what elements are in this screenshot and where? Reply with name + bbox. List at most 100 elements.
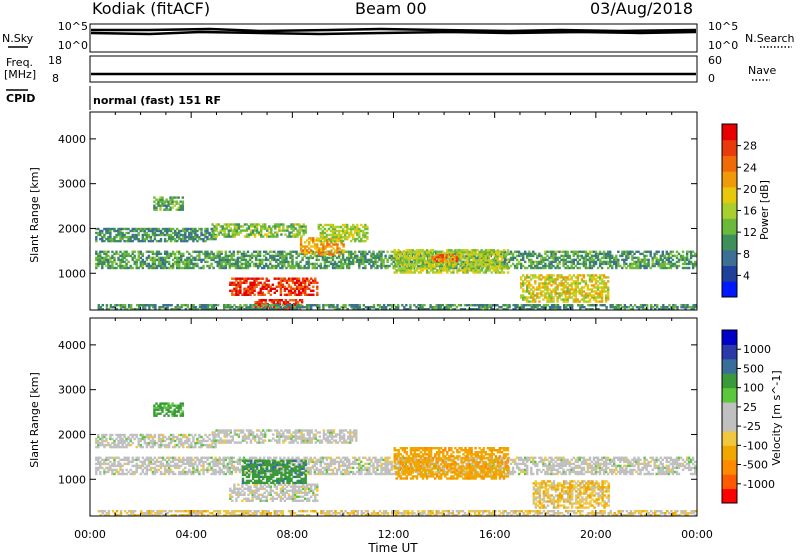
echo-cell bbox=[470, 249, 473, 252]
echo-cell bbox=[336, 243, 339, 246]
echo-cell bbox=[271, 254, 274, 258]
echo-cell bbox=[181, 206, 184, 209]
echo-cell bbox=[206, 260, 209, 264]
echo-cell bbox=[103, 472, 106, 476]
echo-cell bbox=[253, 285, 256, 288]
echo-cell bbox=[267, 252, 270, 256]
echo-cell bbox=[478, 304, 481, 307]
echo-cell bbox=[588, 266, 592, 270]
echo-cell bbox=[176, 256, 179, 260]
echo-cell bbox=[684, 306, 687, 309]
echo-cell bbox=[196, 456, 199, 459]
echo-cell bbox=[540, 290, 543, 293]
echo-cell bbox=[180, 304, 183, 307]
echo-cell bbox=[127, 460, 130, 464]
echo-cell bbox=[212, 256, 215, 260]
echo-cell bbox=[366, 260, 369, 264]
echo-cell bbox=[609, 250, 612, 253]
echo-cell bbox=[158, 306, 161, 309]
echo-cell bbox=[249, 283, 252, 286]
echo-cell bbox=[423, 261, 427, 264]
echo-cell bbox=[556, 292, 559, 295]
echo-cell bbox=[226, 256, 229, 260]
echo-cell bbox=[217, 223, 220, 226]
echo-cell bbox=[241, 229, 245, 232]
echo-cell bbox=[580, 298, 584, 301]
echo-cell bbox=[542, 286, 545, 289]
echo-cell bbox=[579, 304, 582, 307]
echo-cell bbox=[506, 308, 509, 311]
echo-cell bbox=[362, 308, 365, 311]
echo-cell bbox=[212, 233, 215, 237]
echo-cell bbox=[218, 262, 221, 266]
echo-cell bbox=[456, 249, 459, 252]
echo-cell bbox=[245, 281, 248, 284]
echo-cell bbox=[137, 464, 140, 468]
echo-cell bbox=[319, 231, 322, 235]
echo-cell bbox=[248, 262, 252, 266]
echo-cell bbox=[129, 235, 132, 239]
echo-cell bbox=[145, 227, 148, 231]
echo-cell bbox=[163, 202, 166, 205]
echo-cell bbox=[230, 462, 233, 466]
echo-cell bbox=[153, 208, 156, 211]
echo-cell bbox=[325, 260, 329, 264]
echo-cell bbox=[594, 298, 598, 301]
echo-cell bbox=[236, 260, 240, 264]
echo-cell bbox=[153, 262, 157, 266]
echo-cell bbox=[270, 235, 273, 238]
echo-cell bbox=[498, 271, 502, 274]
echo-cell bbox=[544, 282, 547, 285]
echo-cell bbox=[663, 256, 666, 260]
echo-cell bbox=[214, 254, 217, 258]
echo-cell bbox=[562, 256, 565, 260]
echo-cell bbox=[287, 277, 291, 280]
echo-cell bbox=[273, 308, 276, 311]
echo-cell bbox=[167, 227, 171, 231]
echo-cell bbox=[530, 258, 533, 262]
colorbar-segment bbox=[722, 124, 737, 141]
echo-cell bbox=[169, 266, 173, 270]
echo-cell bbox=[239, 231, 243, 234]
echo-cell bbox=[331, 266, 335, 270]
echo-cell bbox=[301, 279, 305, 282]
echo-cell bbox=[254, 250, 258, 253]
echo-cell bbox=[421, 265, 425, 268]
echo-cell bbox=[95, 235, 98, 239]
echo-cell bbox=[672, 304, 675, 307]
echo-cell bbox=[275, 277, 278, 280]
echo-cell bbox=[180, 266, 183, 270]
echo-cell bbox=[121, 231, 124, 235]
echo-cell bbox=[194, 227, 197, 231]
echo-cell bbox=[476, 271, 479, 274]
echo-cell bbox=[142, 308, 145, 311]
echo-cell bbox=[550, 252, 553, 256]
echo-cell bbox=[200, 304, 204, 307]
echo-cell bbox=[409, 265, 413, 268]
echo-cell bbox=[180, 256, 183, 260]
echo-cell bbox=[538, 284, 541, 287]
echo-cell bbox=[171, 458, 175, 462]
echo-cell bbox=[324, 253, 327, 256]
echo-cell bbox=[405, 263, 408, 266]
echo-cell bbox=[206, 466, 209, 470]
echo-cell bbox=[348, 227, 351, 231]
echo-cell bbox=[137, 456, 140, 459]
echo-cell bbox=[689, 254, 693, 258]
echo-cell bbox=[427, 253, 431, 256]
echo-cell bbox=[407, 251, 411, 254]
echo-cell bbox=[486, 255, 489, 258]
echo-cell bbox=[273, 250, 276, 253]
echo-cell bbox=[374, 256, 377, 260]
echo-cell bbox=[643, 266, 646, 270]
echo-cell bbox=[198, 304, 202, 307]
echo-cell bbox=[299, 281, 303, 284]
echo-cell bbox=[289, 260, 292, 264]
echo-cell bbox=[231, 229, 234, 232]
echo-cell bbox=[334, 306, 337, 309]
echo-cell bbox=[649, 252, 652, 256]
echo-cell bbox=[240, 258, 244, 262]
echo-cell bbox=[562, 250, 565, 253]
echo-cell bbox=[182, 254, 185, 258]
echo-cell bbox=[302, 229, 305, 232]
